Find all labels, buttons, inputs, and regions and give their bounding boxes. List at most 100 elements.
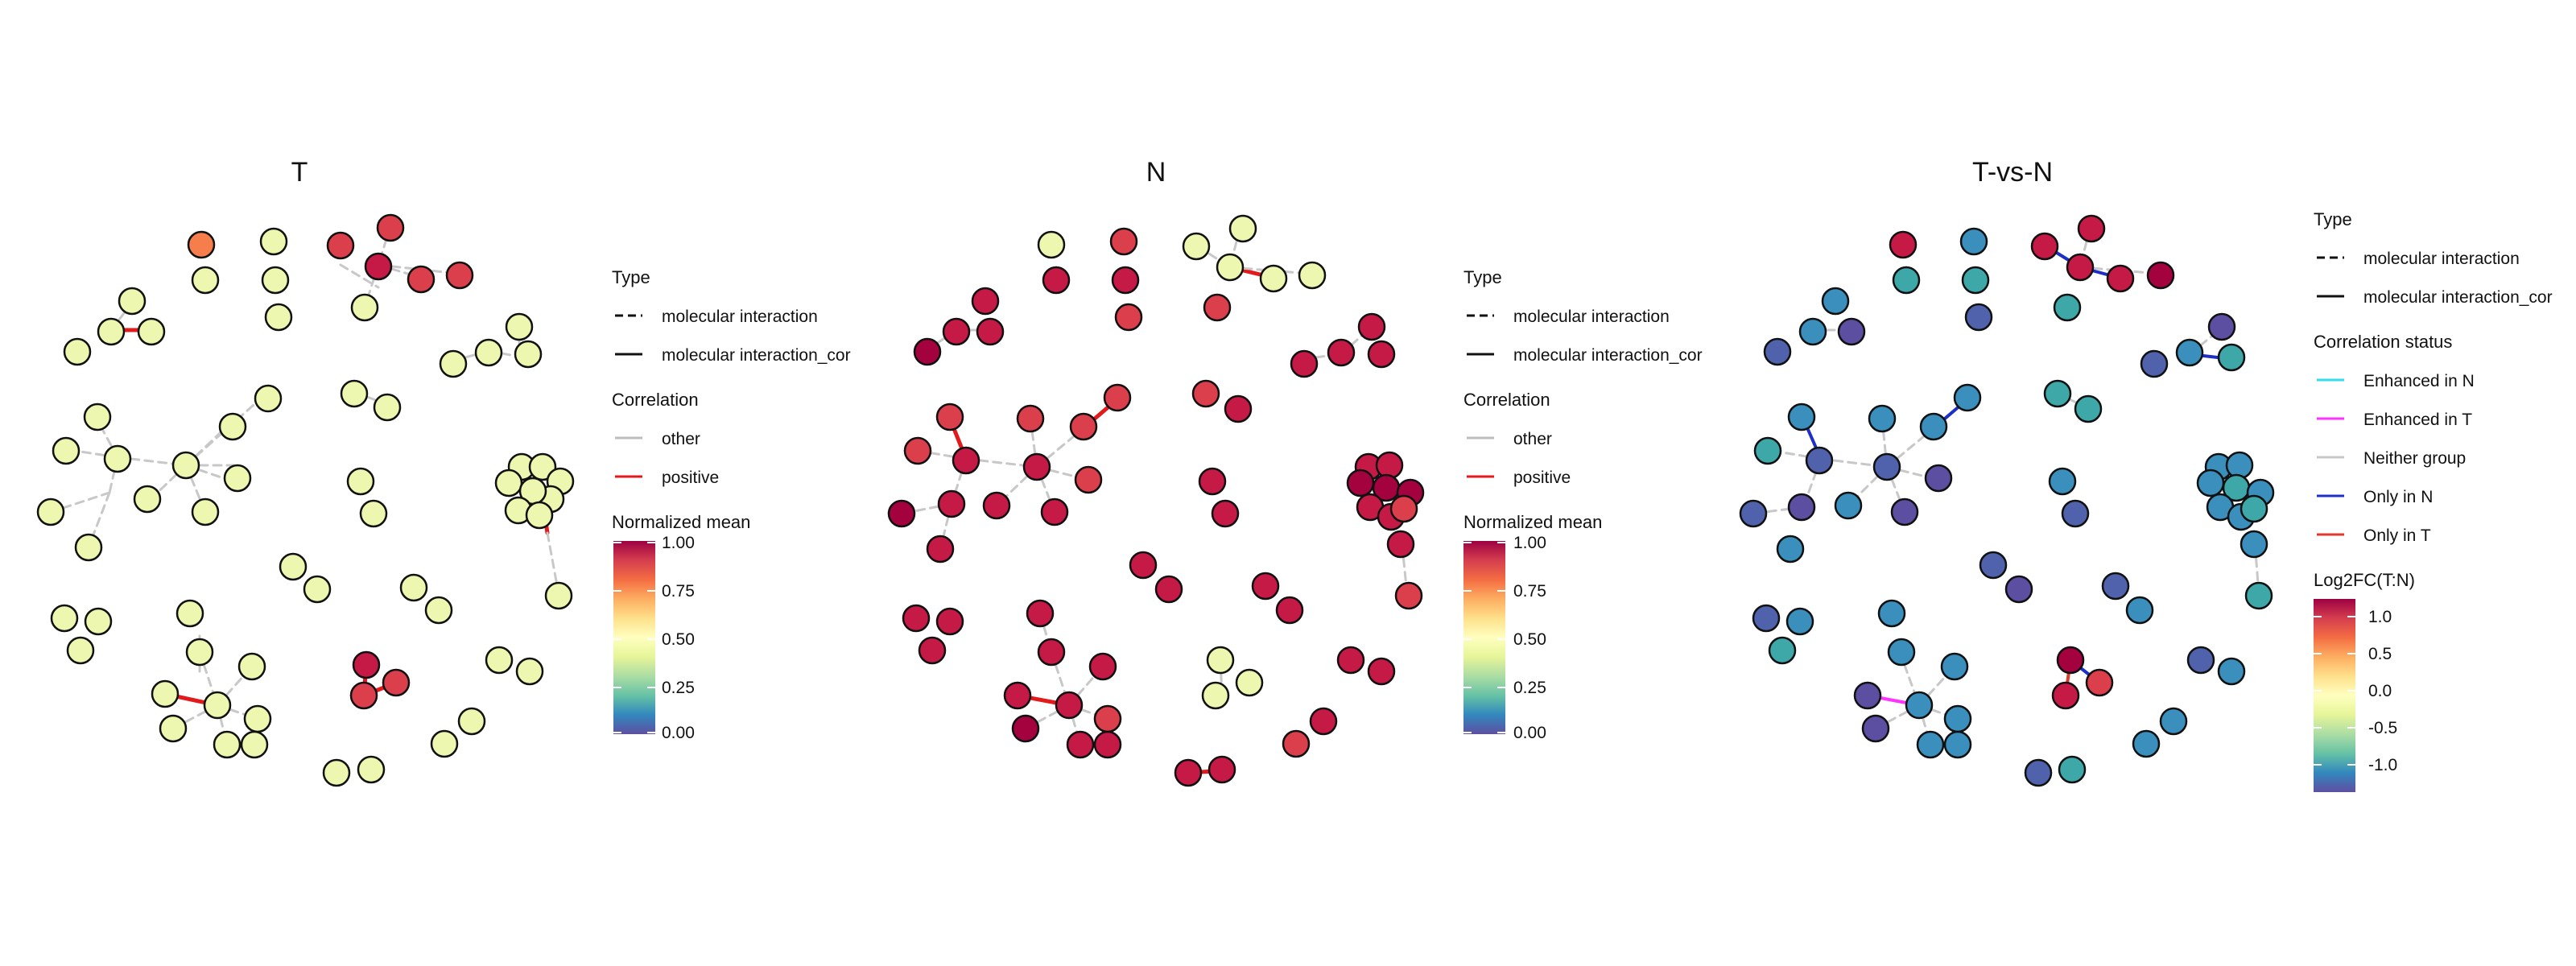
node — [74, 533, 103, 562]
node — [382, 668, 411, 697]
node — [359, 499, 388, 528]
node — [1203, 293, 1232, 322]
node — [151, 679, 180, 708]
colorbar-tick-label: 0.00 — [662, 724, 695, 742]
node — [1016, 404, 1045, 433]
node — [2140, 349, 2169, 378]
colorbar — [2314, 599, 2355, 792]
colorbar-tick-label: 0.0 — [2368, 682, 2392, 700]
legend-type-title: Type — [1463, 267, 1502, 287]
legend-correlation-title: Correlation — [1463, 390, 1550, 410]
node — [902, 604, 931, 633]
node — [326, 231, 355, 260]
node — [935, 402, 964, 431]
node — [1785, 607, 1814, 636]
node — [1182, 232, 1211, 261]
node — [1211, 499, 1240, 528]
node — [1753, 436, 1782, 465]
node — [1111, 266, 1140, 295]
legend-corr-item: other — [662, 430, 700, 448]
colorbar-tick-label: 0.5 — [2368, 645, 2392, 663]
node — [1346, 469, 1375, 497]
node — [261, 266, 290, 295]
colorbar-tick-label: 0.50 — [1513, 630, 1546, 649]
node — [913, 337, 942, 366]
legend-type-item: molecular interaction_cor — [1513, 346, 1703, 365]
node — [264, 303, 293, 332]
node — [191, 266, 220, 295]
node — [2056, 646, 2085, 675]
node — [1011, 714, 1040, 743]
node — [2240, 494, 2268, 523]
legend-status-item: Neither group — [2363, 449, 2466, 468]
node — [1940, 652, 1969, 681]
node — [1327, 338, 1356, 367]
node — [1191, 379, 1220, 408]
node — [1201, 681, 1230, 710]
node — [1367, 657, 1396, 686]
legend-type-title: Type — [612, 267, 650, 287]
node — [1890, 497, 1919, 526]
node — [1375, 451, 1404, 480]
node — [133, 485, 162, 514]
node — [2175, 338, 2204, 367]
node — [159, 714, 188, 743]
node — [357, 755, 386, 784]
legend-corr-item: positive — [1513, 469, 1571, 487]
edge — [339, 263, 380, 289]
node — [2240, 530, 2268, 559]
node — [971, 287, 1000, 316]
node — [1088, 652, 1117, 681]
node — [1154, 575, 1183, 604]
legend-type-item: molecular interaction_cor — [2363, 288, 2553, 307]
node — [2207, 312, 2236, 341]
node — [1109, 227, 1138, 256]
node — [1208, 755, 1236, 784]
colorbar-tick-label: 1.0 — [2368, 608, 2392, 626]
edge — [1885, 427, 1935, 469]
legend-status-item: Enhanced in N — [2363, 372, 2475, 390]
legend-status-item: Enhanced in T — [2363, 411, 2472, 429]
node — [2051, 681, 2080, 710]
node — [2186, 646, 2215, 675]
node — [1763, 337, 1792, 366]
node — [2106, 264, 2135, 293]
node — [352, 650, 381, 679]
node — [2085, 668, 2114, 697]
node — [424, 596, 453, 625]
node — [1787, 402, 1816, 431]
node — [982, 491, 1011, 520]
node — [439, 349, 468, 378]
node — [976, 317, 1005, 346]
node — [430, 729, 459, 758]
node — [2101, 572, 2130, 601]
node — [474, 338, 503, 367]
colorbar-tick-label: 1.00 — [1513, 534, 1546, 552]
node — [1964, 303, 1993, 332]
node — [259, 227, 288, 256]
node — [373, 393, 402, 422]
panel-n: N — [887, 157, 1703, 787]
node — [1394, 581, 1423, 610]
legend-corr-item: positive — [662, 469, 719, 487]
colorbar-ticks — [1463, 542, 1505, 733]
node — [1224, 394, 1253, 423]
node — [1216, 253, 1245, 282]
node — [185, 638, 214, 667]
node — [2030, 232, 2059, 261]
node — [1752, 604, 1781, 633]
node — [1961, 266, 1990, 295]
nodes-t — [36, 213, 575, 787]
panel-title-t-vs-n: T-vs-N — [1972, 157, 2053, 188]
node — [2159, 707, 2188, 736]
node — [457, 707, 486, 736]
node — [1389, 494, 1418, 523]
node — [1114, 303, 1143, 332]
legend-t-vs-n: Type molecular interaction molecular int… — [2314, 209, 2553, 792]
nodes-n — [887, 214, 1425, 787]
legend-t: Type molecular interaction molecular int… — [612, 267, 851, 742]
legend-status-title: Correlation status — [2314, 332, 2452, 352]
node — [2132, 729, 2161, 758]
panel-title-n: N — [1146, 157, 1166, 188]
node — [1367, 340, 1396, 369]
